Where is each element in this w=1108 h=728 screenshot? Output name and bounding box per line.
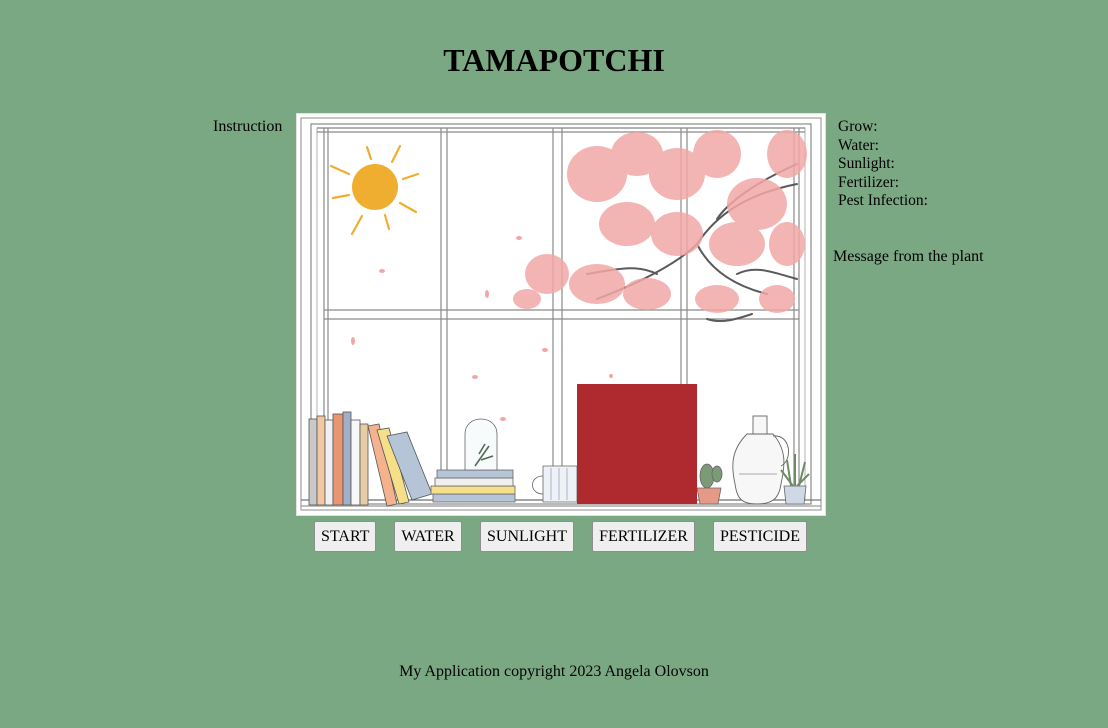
fertilizer-button[interactable]: FERTILIZER xyxy=(592,521,695,552)
sunlight-button[interactable]: SUNLIGHT xyxy=(480,521,574,552)
plant-message: Message from the plant xyxy=(833,248,984,266)
glass-jug xyxy=(733,416,789,504)
plant-stats: Grow: Water: Sunlight: Fertilizer: Pest … xyxy=(838,118,928,211)
action-buttons: START WATER SUNLIGHT FERTILIZER PESTICID… xyxy=(0,521,1108,553)
start-button[interactable]: START xyxy=(314,521,376,552)
page-title: TAMAPOTCHI xyxy=(0,42,1108,79)
books xyxy=(309,412,432,506)
plant-character xyxy=(577,384,697,504)
blossom-tree xyxy=(351,130,807,421)
stat-sunlight: Sunlight: xyxy=(838,155,928,174)
instruction-label: Instruction xyxy=(213,118,282,136)
stat-fertilizer: Fertilizer: xyxy=(838,174,928,193)
mug xyxy=(533,466,578,502)
window-scene xyxy=(296,113,826,516)
pesticide-button[interactable]: PESTICIDE xyxy=(713,521,807,552)
window-illustration xyxy=(297,114,825,515)
stat-water: Water: xyxy=(838,137,928,156)
stat-grow: Grow: xyxy=(838,118,928,137)
sun-icon xyxy=(331,146,418,234)
footer-copyright: My Application copyright 2023 Angela Olo… xyxy=(0,663,1108,681)
stat-pest-infection: Pest Infection: xyxy=(838,192,928,211)
cactus-pot xyxy=(697,464,722,504)
terrarium xyxy=(431,419,515,502)
water-button[interactable]: WATER xyxy=(394,521,462,552)
